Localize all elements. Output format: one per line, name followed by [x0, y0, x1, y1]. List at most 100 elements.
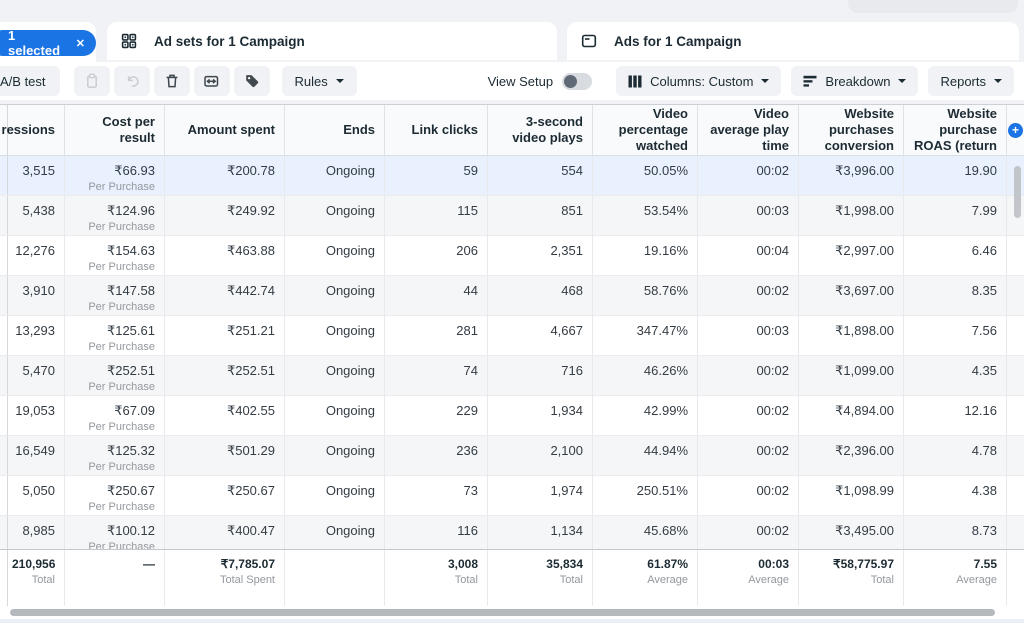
- table-row[interactable]: 5,050 ₹250.67 Per Purchase ₹250.67 Ongoin…: [0, 476, 1024, 516]
- cell-link-clicks: 44: [385, 276, 488, 315]
- column-header-website-purchase-roas[interactable]: Website purchase ROAS (return: [904, 105, 1007, 155]
- delete-button[interactable]: [153, 66, 190, 96]
- table-row[interactable]: 12,276 ₹154.63 Per Purchase ₹463.88 Ongoi…: [0, 236, 1024, 276]
- table-row[interactable]: 3,515 ₹66.93 Per Purchase ₹200.78 Ongoing…: [0, 156, 1024, 196]
- total-ends: [285, 550, 385, 606]
- cell-trailing: [1007, 316, 1024, 355]
- row-left-sliver: [0, 236, 8, 275]
- cell-cost-per-result: ₹100.12 Per Purchase: [65, 516, 165, 549]
- column-header-ends[interactable]: Ends: [285, 105, 385, 155]
- column-header-video-average-play-time[interactable]: Video average play time: [698, 105, 799, 155]
- vertical-scrollbar[interactable]: [1014, 166, 1021, 218]
- cell-ends: Ongoing: [285, 196, 385, 235]
- cell-link-clicks: 74: [385, 356, 488, 395]
- cell-video-percentage: 42.99%: [593, 396, 698, 435]
- cell-video-percentage: 44.94%: [593, 436, 698, 475]
- trash-icon: [166, 74, 177, 88]
- cell-average-play-time: 00:02: [698, 156, 799, 195]
- cell-roas: 7.99: [904, 196, 1007, 235]
- horizontal-scrollbar[interactable]: [10, 609, 995, 616]
- undo-icon: [127, 76, 139, 87]
- column-header-cost-per-result[interactable]: Cost per result: [65, 105, 165, 155]
- column-header-3-second-video-plays[interactable]: 3-second video plays: [488, 105, 593, 155]
- undo-button[interactable]: [113, 66, 150, 96]
- cell-video-percentage: 46.26%: [593, 356, 698, 395]
- table-row[interactable]: 8,985 ₹100.12 Per Purchase ₹400.47 Ongoin…: [0, 516, 1024, 549]
- cell-video-plays: 716: [488, 356, 593, 395]
- row-left-sliver: [0, 516, 8, 549]
- close-icon[interactable]: ✕: [75, 37, 85, 50]
- tab-ads[interactable]: Ads for 1 Campaign: [567, 22, 1019, 60]
- column-header-impressions[interactable]: ressions: [2, 105, 65, 155]
- bottom-edge-strip: [0, 619, 1024, 623]
- cell-impressions: 8,985: [8, 516, 65, 549]
- cell-video-plays: 554: [488, 156, 593, 195]
- row-left-sliver: [0, 316, 8, 355]
- reports-label: Reports: [940, 73, 986, 89]
- rules-button[interactable]: Rules: [281, 66, 357, 96]
- rules-label: Rules: [294, 73, 328, 89]
- cell-amount-spent: ₹400.47: [165, 516, 285, 549]
- cell-ends: Ongoing: [285, 276, 385, 315]
- cell-ends: Ongoing: [285, 476, 385, 515]
- cell-video-plays: 2,100: [488, 436, 593, 475]
- row-left-sliver: [0, 396, 8, 435]
- total-video-percentage: 61.87% Average: [593, 550, 698, 606]
- add-column-cell: +: [1007, 105, 1024, 155]
- table-row[interactable]: 19,053 ₹67.09 Per Purchase ₹402.55 Ongoin…: [0, 396, 1024, 436]
- cell-link-clicks: 73: [385, 476, 488, 515]
- cell-cost-per-result: ₹67.09 Per Purchase: [65, 396, 165, 435]
- column-header-website-purchases-conversion[interactable]: Website purchases conversion: [799, 105, 904, 155]
- table-row[interactable]: 13,293 ₹125.61 Per Purchase ₹251.21 Ongoi…: [0, 316, 1024, 356]
- cell-video-plays: 851: [488, 196, 593, 235]
- clipboard-button[interactable]: [73, 66, 110, 96]
- table-row[interactable]: 16,549 ₹125.32 Per Purchase ₹501.29 Ongoi…: [0, 436, 1024, 476]
- table-body: 3,515 ₹66.93 Per Purchase ₹200.78 Ongoing…: [0, 156, 1024, 549]
- tab-campaigns-selected[interactable]: 1 selected ✕: [0, 22, 96, 64]
- cell-purchases-conversion: ₹3,996.00: [799, 156, 904, 195]
- cell-impressions: 16,549: [8, 436, 65, 475]
- tab-bar: 1 selected ✕ Ad sets for 1 Campaign: [0, 22, 1024, 64]
- selected-count-badge[interactable]: 1 selected ✕: [0, 28, 96, 58]
- tag-button[interactable]: [233, 66, 270, 96]
- cell-average-play-time: 00:02: [698, 356, 799, 395]
- cell-amount-spent: ₹402.55: [165, 396, 285, 435]
- total-amount-spent: ₹7,785.07 Total Spent: [165, 550, 285, 606]
- cell-link-clicks: 281: [385, 316, 488, 355]
- cell-impressions: 3,515: [8, 156, 65, 195]
- cell-ends: Ongoing: [285, 236, 385, 275]
- add-column-icon[interactable]: +: [1008, 122, 1023, 138]
- cell-video-percentage: 19.16%: [593, 236, 698, 275]
- breakdown-button[interactable]: Breakdown: [791, 66, 919, 96]
- cut-off-top-button[interactable]: [848, 0, 1018, 13]
- ab-test-button[interactable]: A/B test: [0, 66, 60, 96]
- clipboard-icon: [86, 73, 97, 88]
- view-setup-toggle[interactable]: [562, 72, 593, 90]
- horizontal-scrollbar-track: [0, 607, 1024, 619]
- cell-purchases-conversion: ₹1,898.00: [799, 316, 904, 355]
- cell-average-play-time: 00:02: [698, 476, 799, 515]
- cell-video-plays: 1,974: [488, 476, 593, 515]
- export-button[interactable]: [193, 66, 230, 96]
- total-purchases-conversion: ₹58,775.97 Total: [799, 550, 904, 606]
- chevron-down-icon: [994, 79, 1002, 83]
- cell-link-clicks: 115: [385, 196, 488, 235]
- cell-purchases-conversion: ₹3,697.00: [799, 276, 904, 315]
- cell-impressions: 12,276: [8, 236, 65, 275]
- cell-roas: 4.78: [904, 436, 1007, 475]
- cell-video-percentage: 58.76%: [593, 276, 698, 315]
- chevron-down-icon: [761, 79, 770, 83]
- column-header-link-clicks[interactable]: Link clicks: [385, 105, 488, 155]
- column-header-video-percentage-watched[interactable]: Video percentage watched: [593, 105, 698, 155]
- cell-ends: Ongoing: [285, 356, 385, 395]
- cell-video-plays: 1,134: [488, 516, 593, 549]
- tab-adsets[interactable]: Ad sets for 1 Campaign: [107, 22, 557, 60]
- column-header-amount-spent[interactable]: Amount spent: [165, 105, 285, 155]
- columns-button[interactable]: Columns: Custom: [616, 66, 782, 96]
- table-row[interactable]: 5,438 ₹124.96 Per Purchase ₹249.92 Ongoin…: [0, 196, 1024, 236]
- chevron-down-icon: [898, 79, 907, 83]
- columns-icon: [628, 75, 642, 88]
- reports-button[interactable]: Reports: [928, 66, 1014, 96]
- table-row[interactable]: 5,470 ₹252.51 Per Purchase ₹252.51 Ongoin…: [0, 356, 1024, 396]
- table-row[interactable]: 3,910 ₹147.58 Per Purchase ₹442.74 Ongoin…: [0, 276, 1024, 316]
